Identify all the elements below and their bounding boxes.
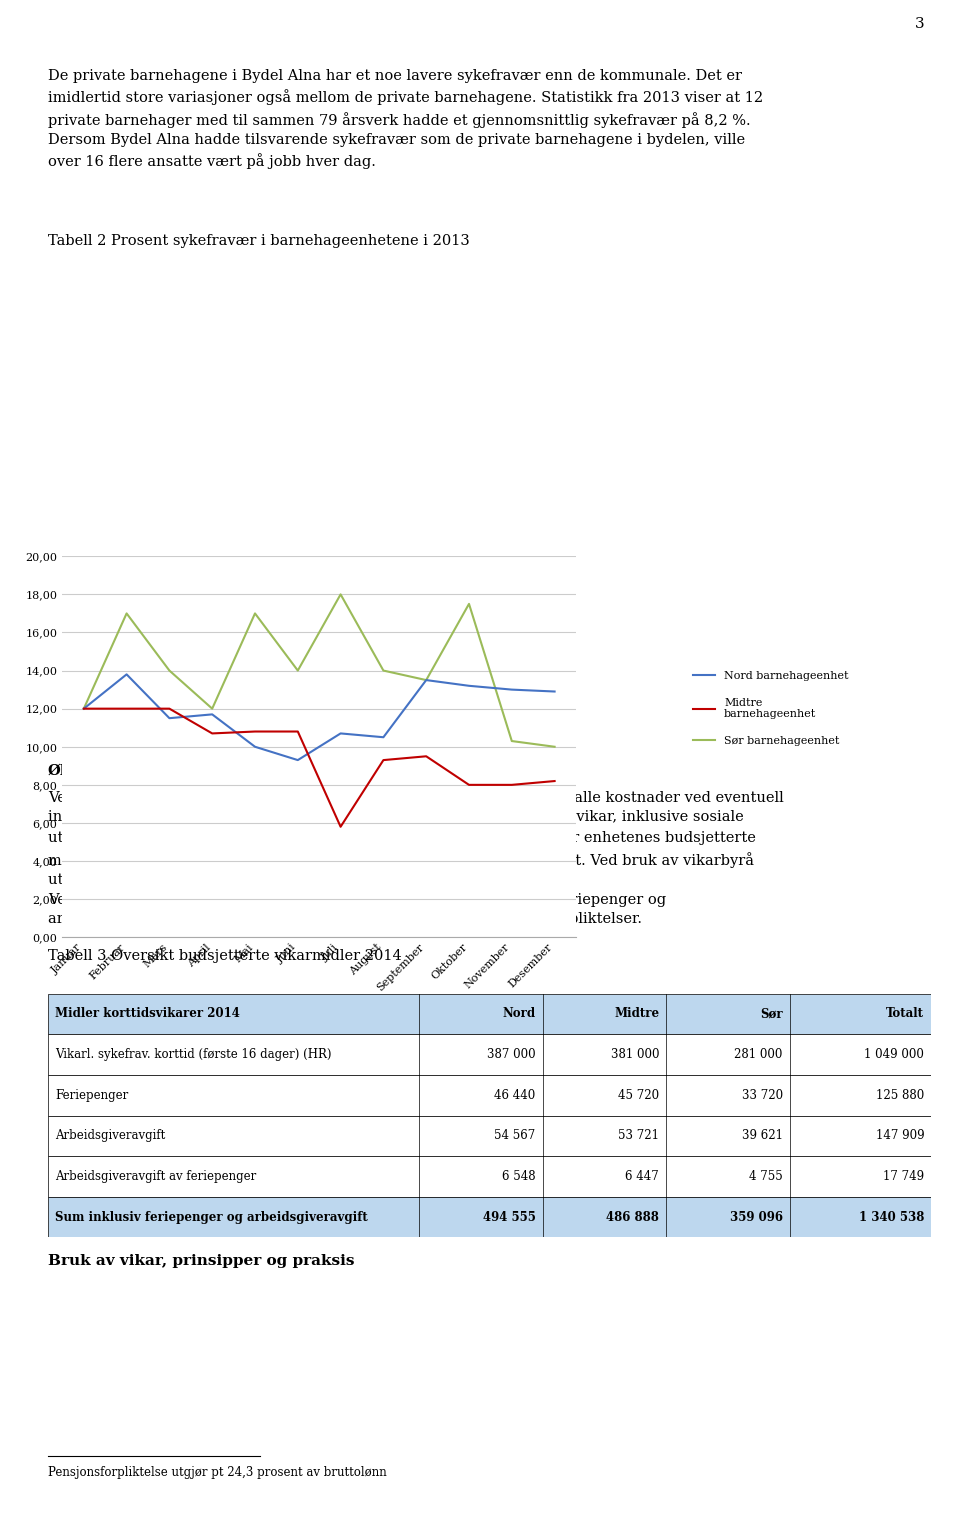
Text: Økonomi: Økonomi <box>48 764 122 777</box>
Text: 6 447: 6 447 <box>625 1170 660 1183</box>
Text: Nord: Nord <box>502 1007 536 1021</box>
Text: 1 049 000: 1 049 000 <box>864 1049 924 1061</box>
Text: 494 555: 494 555 <box>483 1210 536 1224</box>
Text: 3: 3 <box>915 17 924 30</box>
Text: 281 000: 281 000 <box>734 1049 782 1061</box>
Text: De private barnehagene i Bydel Alna har et noe lavere sykefravær enn de kommunal: De private barnehagene i Bydel Alna har … <box>48 69 763 169</box>
Text: Pensjonsforpliktelse utgjør pt 24,3 prosent av bruttolønn: Pensjonsforpliktelse utgjør pt 24,3 pros… <box>48 1466 387 1478</box>
Text: Ved fravær innenfor arbeidsgiverperioden må arbeidsgiver selv dekke alle kostnad: Ved fravær innenfor arbeidsgiverperioden… <box>48 789 783 927</box>
Text: 486 888: 486 888 <box>607 1210 660 1224</box>
Text: 381 000: 381 000 <box>611 1049 660 1061</box>
Text: 147 909: 147 909 <box>876 1129 924 1143</box>
Bar <box>48 1116 931 1157</box>
Bar <box>48 1074 931 1116</box>
Text: Sum inklusiv feriepenger og arbeidsgiveravgift: Sum inklusiv feriepenger og arbeidsgiver… <box>55 1210 368 1224</box>
Text: Midtre: Midtre <box>614 1007 660 1021</box>
Text: 125 880: 125 880 <box>876 1088 924 1102</box>
Text: 4 755: 4 755 <box>749 1170 782 1183</box>
Text: Sør: Sør <box>760 1007 782 1021</box>
Text: 46 440: 46 440 <box>494 1088 536 1102</box>
Text: 39 621: 39 621 <box>742 1129 782 1143</box>
Text: 17 749: 17 749 <box>883 1170 924 1183</box>
Text: 1 340 538: 1 340 538 <box>859 1210 924 1224</box>
Bar <box>48 1035 931 1074</box>
Bar <box>48 994 931 1035</box>
Text: Arbeidsgiveravgift av feriepenger: Arbeidsgiveravgift av feriepenger <box>55 1170 256 1183</box>
Text: Bruk av vikar, prinsipper og praksis: Bruk av vikar, prinsipper og praksis <box>48 1254 354 1268</box>
Text: 359 096: 359 096 <box>730 1210 782 1224</box>
Text: Feriepenger: Feriepenger <box>55 1088 129 1102</box>
Text: Vikarl. sykefrav. korttid (første 16 dager) (HR): Vikarl. sykefrav. korttid (første 16 dag… <box>55 1049 331 1061</box>
Text: Arbeidsgiveravgift: Arbeidsgiveravgift <box>55 1129 165 1143</box>
Bar <box>48 1196 931 1237</box>
Text: 387 000: 387 000 <box>487 1049 536 1061</box>
Text: Tabell 3 Oversikt budsjetterte vikarmidler 2014: Tabell 3 Oversikt budsjetterte vikarmidl… <box>48 949 401 963</box>
Text: Totalt: Totalt <box>886 1007 924 1021</box>
Text: 54 567: 54 567 <box>494 1129 536 1143</box>
Text: 33 720: 33 720 <box>742 1088 782 1102</box>
Legend: Nord barnehageenhet, Midtre
barnehageenhet, Sør barnehageenhet: Nord barnehageenhet, Midtre barnehageenh… <box>688 666 852 751</box>
Text: 45 720: 45 720 <box>618 1088 660 1102</box>
Text: 6 548: 6 548 <box>502 1170 536 1183</box>
Text: Midler korttidsvikarer 2014: Midler korttidsvikarer 2014 <box>55 1007 240 1021</box>
Text: Tabell 2 Prosent sykefravær i barnehageenhetene i 2013: Tabell 2 Prosent sykefravær i barnehagee… <box>48 235 469 248</box>
Bar <box>48 1157 931 1196</box>
Text: 53 721: 53 721 <box>618 1129 660 1143</box>
